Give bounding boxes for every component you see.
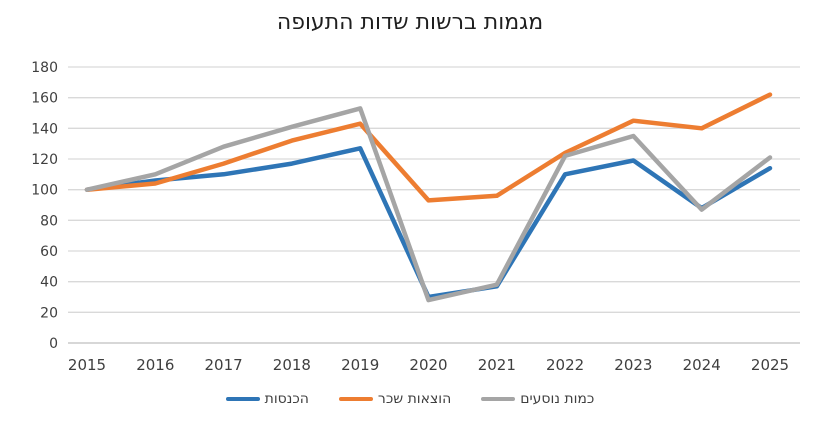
x-axis-tick-label: 2016: [136, 356, 174, 374]
y-axis-tick-label: 40: [40, 275, 58, 291]
legend-label-salary-expenses: הוצאות שכר: [377, 391, 452, 407]
x-axis-tick-label: 2017: [205, 356, 243, 374]
x-axis-tick-label: 2021: [478, 356, 516, 374]
y-axis-tick-label: 160: [31, 91, 58, 107]
x-axis-tick-label: 2024: [683, 356, 721, 374]
legend-item-revenues: הכנסות: [225, 391, 309, 407]
chart-legend: הכנסות הוצאות שכר כמות נוסעים: [0, 391, 820, 407]
x-axis-tick-label: 2019: [341, 356, 379, 374]
y-axis-tick-label: 20: [40, 305, 58, 321]
series-line-salary-expenses: [84, 92, 773, 203]
legend-swatch-salary-expenses: [338, 397, 373, 401]
y-axis-tick-label: 80: [40, 213, 58, 229]
x-axis-tick-label: 2018: [273, 356, 311, 374]
legend-item-salary-expenses: הוצאות שכר: [338, 391, 452, 407]
x-axis-tick-label: 2022: [546, 356, 584, 374]
y-axis-tick-label: 100: [31, 183, 58, 199]
legend-label-revenues: הכנסות: [264, 391, 309, 407]
legend-swatch-passenger-volume: [481, 397, 516, 401]
x-axis-tick-label: 2015: [68, 356, 106, 374]
y-axis-tick-label: 120: [31, 152, 58, 168]
y-axis-tick-label: 0: [49, 336, 58, 352]
y-axis-tick-label: 60: [40, 244, 58, 260]
chart-title: מגמות ברשות שדות התעופה: [276, 10, 544, 35]
y-axis-tick-label: 180: [31, 60, 58, 76]
y-axis-tick-label: 140: [31, 121, 58, 137]
legend-item-passenger-volume: כמות נוסעים: [481, 391, 594, 407]
series-line-passenger-volume: [84, 106, 773, 303]
x-axis-tick-label: 2020: [409, 356, 447, 374]
legend-label-passenger-volume: כמות נוסעים: [520, 391, 595, 407]
x-axis-tick-label: 2023: [614, 356, 652, 374]
legend-swatch-revenues: [225, 397, 260, 401]
x-axis-tick-label: 2025: [751, 356, 789, 374]
